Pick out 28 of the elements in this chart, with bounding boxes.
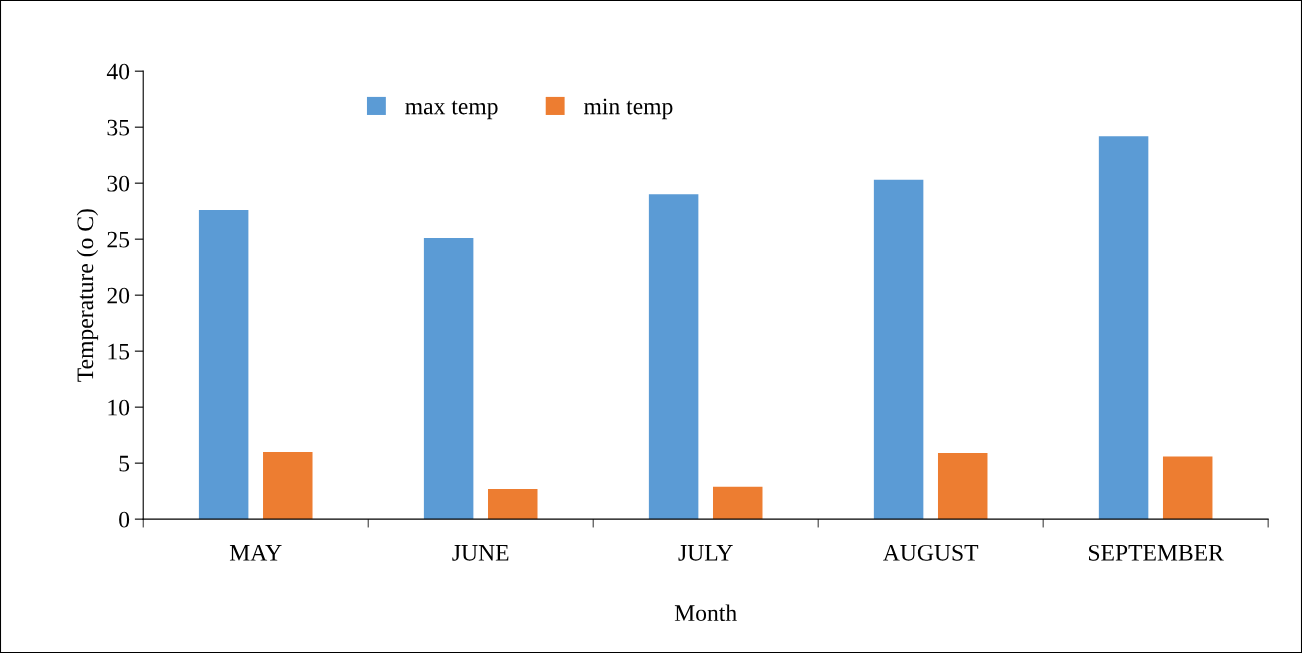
x-tick-label: JUNE [452, 545, 509, 561]
legend-label: max temp [405, 100, 498, 120]
bar [648, 194, 699, 520]
y-tick-label: 0 [119, 511, 130, 528]
y-tick-label: 15 [108, 343, 130, 360]
bar [1162, 456, 1213, 520]
x-tick-label: SEPTEMBER [1089, 544, 1224, 561]
bar [713, 486, 763, 520]
bar [423, 238, 474, 520]
y-tick-label: 5 [119, 455, 130, 472]
x-tick-label: MAY [229, 544, 282, 561]
y-tick-label: 25 [107, 231, 130, 248]
x-tick-label: AUGUST [883, 544, 979, 561]
bar [873, 179, 924, 520]
x-axis-title: Month [674, 604, 737, 622]
bar [937, 453, 988, 520]
y-tick-label: 20 [107, 287, 130, 304]
y-tick-label: 35 [107, 119, 130, 136]
x-tick-label: JULY [678, 545, 733, 561]
bar [488, 488, 538, 520]
y-tick-label: 30 [107, 175, 130, 192]
y-tick-label: 10 [108, 399, 130, 416]
y-tick-label: 40 [106, 63, 130, 80]
y-axis-title: Temperature (o C) [76, 209, 99, 382]
bar [198, 210, 249, 520]
bar [263, 451, 313, 520]
bar [1098, 136, 1149, 520]
legend-label: min temp [583, 98, 673, 120]
